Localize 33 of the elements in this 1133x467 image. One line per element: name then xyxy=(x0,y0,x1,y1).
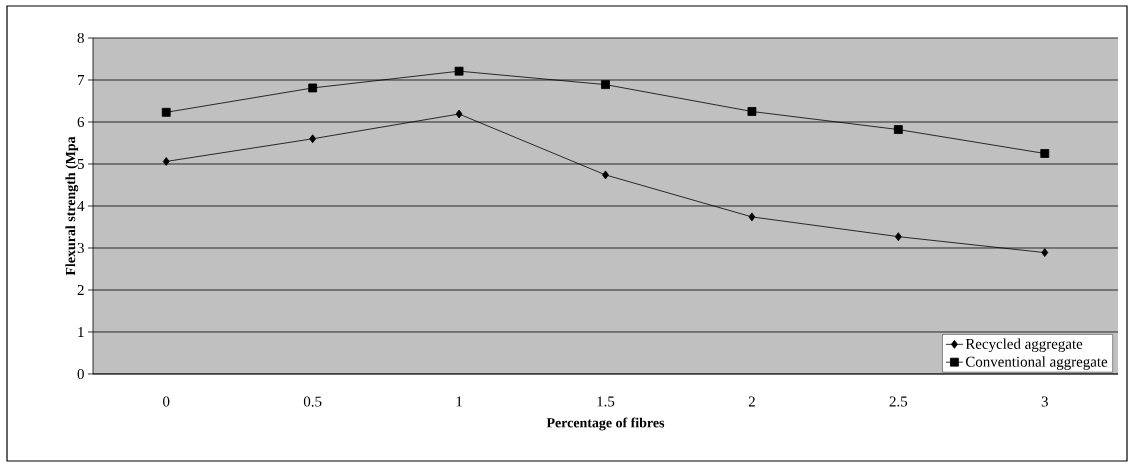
legend-label: Conventional aggregate xyxy=(965,356,1108,370)
point xyxy=(308,83,318,93)
y-tick-label: 2 xyxy=(77,285,84,295)
x-tick-label: 0.5 xyxy=(303,396,322,407)
y-tick-label: 3 xyxy=(77,242,84,253)
x-tick-label: 2 xyxy=(748,396,755,407)
y-tick-label: 6 xyxy=(77,116,85,127)
point xyxy=(455,109,463,119)
point xyxy=(1040,149,1050,158)
point xyxy=(162,157,170,166)
point xyxy=(894,232,902,242)
y-tick-label: 5 xyxy=(77,159,84,169)
point xyxy=(1041,248,1049,258)
x-axis-title: Percentage of fibres xyxy=(546,417,665,431)
x-tick-label: 2.5 xyxy=(889,396,908,407)
point xyxy=(454,66,464,76)
x-tick-label: 0 xyxy=(163,396,170,407)
y-tick-label: 0 xyxy=(77,368,84,380)
x-tick-label: 1.5 xyxy=(597,396,615,407)
y-tick-label: 4 xyxy=(77,201,85,211)
point xyxy=(893,125,903,134)
x-tick-label: 1 xyxy=(456,396,462,407)
point xyxy=(601,80,610,90)
point xyxy=(748,212,756,222)
point xyxy=(161,107,171,117)
x-tick-label: 3 xyxy=(1041,396,1048,407)
legend-label: Recycled aggregate xyxy=(965,338,1083,352)
y-tick-label: 8 xyxy=(77,32,84,44)
point xyxy=(309,134,317,144)
y-tick-label: 1 xyxy=(78,327,84,337)
point xyxy=(602,170,609,180)
y-tick-label: 7 xyxy=(78,75,85,85)
point xyxy=(747,107,757,116)
